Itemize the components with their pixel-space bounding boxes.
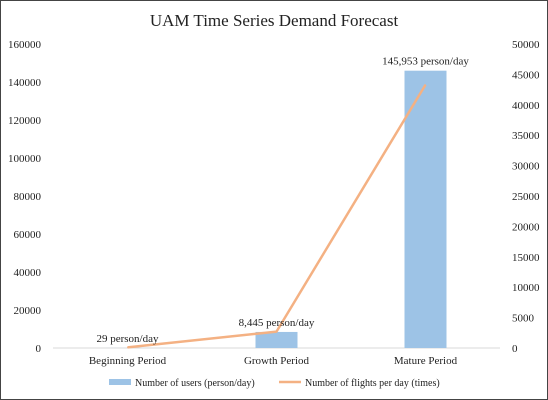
left-y-tick-label: 60000 <box>14 229 42 241</box>
right-y-tick-label: 5000 <box>512 313 535 325</box>
right-y-tick-label: 50000 <box>512 39 540 51</box>
right-y-tick-label: 15000 <box>512 252 540 264</box>
bar <box>404 70 447 348</box>
bar-data-label: 145,953 person/day <box>382 56 469 68</box>
legend-line-label: Number of flights per day (times) <box>305 378 440 389</box>
right-y-tick-label: 10000 <box>512 282 540 294</box>
legend-bar-label: Number of users (person/day) <box>135 378 255 389</box>
x-axis-categories: Beginning Period Growth Period Mature Peri… <box>89 355 458 367</box>
left-y-axis: 0 20000 40000 60000 80000 100000 120000 140000 1… <box>8 39 42 355</box>
right-y-tick-label: 0 <box>512 343 518 355</box>
left-y-tick-label: 80000 <box>14 191 42 203</box>
data-labels: 29 person/day 8,445 person/day 145,953 per… <box>96 56 469 345</box>
left-y-tick-label: 0 <box>36 343 42 355</box>
legend-bar-swatch <box>109 379 131 385</box>
legend: Number of users (person/day) Number of f… <box>109 378 440 389</box>
category-label: Beginning Period <box>89 355 167 367</box>
line-point <box>276 331 277 333</box>
bar <box>255 331 298 348</box>
right-y-tick-label: 40000 <box>512 100 540 112</box>
line-point <box>127 346 128 348</box>
right-y-axis: 0 5000 10000 15000 20000 25000 30000 35000 40000… <box>512 39 540 355</box>
left-y-tick-label: 20000 <box>14 305 42 317</box>
left-y-tick-label: 140000 <box>8 77 42 89</box>
left-y-tick-label: 40000 <box>14 267 42 279</box>
category-label: Mature Period <box>394 355 458 367</box>
bar-data-label: 8,445 person/day <box>239 317 315 329</box>
bar-data-label: 29 person/day <box>96 333 159 345</box>
left-y-tick-label: 160000 <box>8 39 42 51</box>
bar-series <box>106 70 447 348</box>
right-y-tick-label: 45000 <box>512 69 540 81</box>
right-y-tick-label: 25000 <box>512 191 540 203</box>
left-y-tick-label: 120000 <box>8 115 42 127</box>
line-series <box>127 84 427 349</box>
right-y-tick-label: 35000 <box>512 130 540 142</box>
right-y-tick-label: 20000 <box>512 221 540 233</box>
line-point <box>425 84 426 86</box>
line-path <box>127 84 427 349</box>
chart-title: UAM Time Series Demand Forecast <box>150 11 399 30</box>
left-y-tick-label: 100000 <box>8 153 42 165</box>
category-label: Growth Period <box>244 355 310 367</box>
right-y-tick-label: 30000 <box>512 161 540 173</box>
